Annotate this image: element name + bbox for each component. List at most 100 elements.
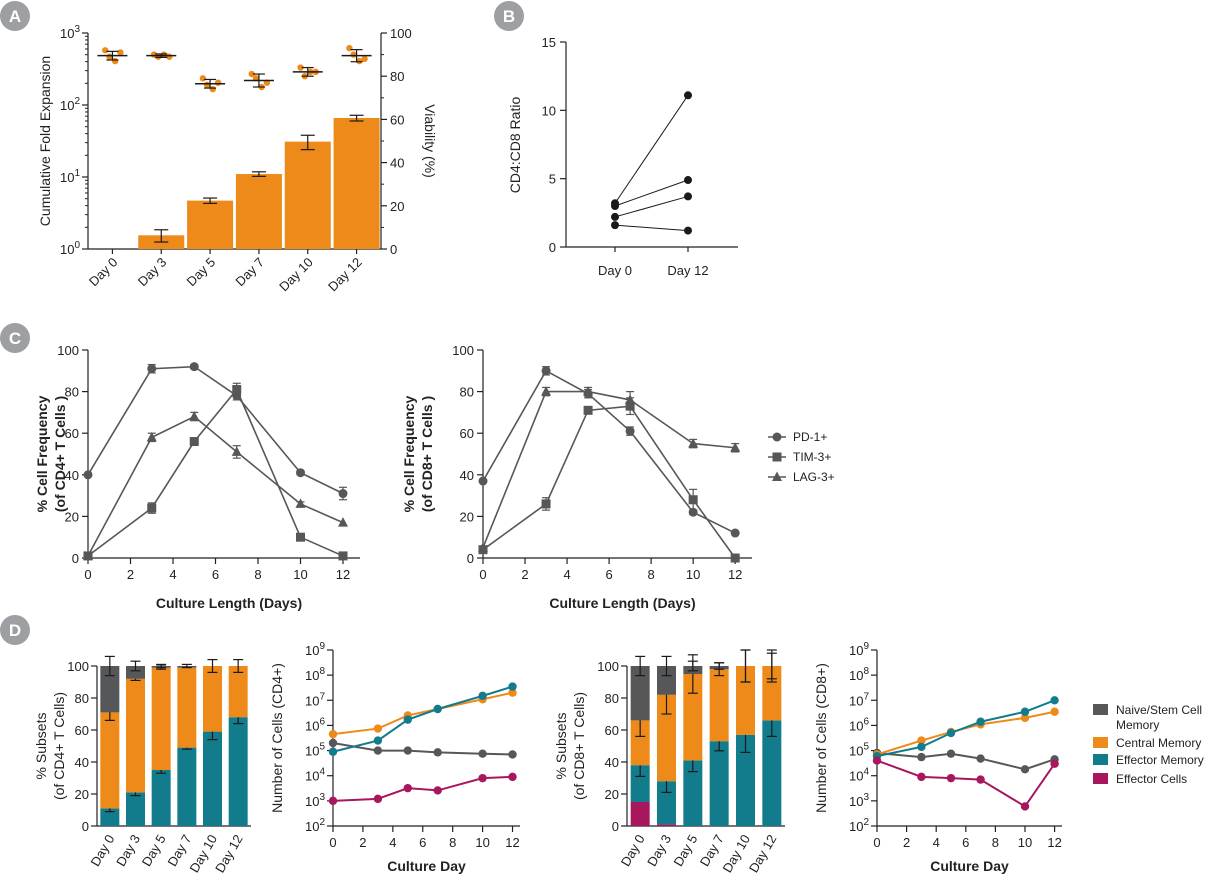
y-tick-label: 60 (65, 426, 79, 441)
series-marker (147, 503, 157, 513)
donor-point (684, 91, 692, 100)
y-axis-title: Cumulative Fold Expansion (37, 56, 53, 226)
tick-exp: 8 (863, 666, 869, 677)
series-marker (688, 495, 698, 505)
y-tick-label: 106 (305, 716, 325, 733)
y-tick-label: 103 (60, 24, 80, 41)
y-tick-label: 20 (75, 787, 89, 802)
tick-base: 10 (849, 819, 863, 834)
series-marker (328, 738, 338, 748)
stack-segment (657, 694, 676, 782)
stack-segment (228, 666, 248, 718)
x-tick-label: 6 (212, 567, 219, 582)
tick-exp: 4 (319, 767, 325, 778)
tick-base: 10 (305, 643, 319, 658)
legend-c: PD-1+ TIM-3+ LAG-3+ (768, 430, 835, 484)
tick-exp: 7 (863, 691, 869, 702)
x-tick-label: Day 12 (325, 255, 365, 295)
x-tick-label: Day 0 (87, 832, 117, 869)
tick-exp: 3 (74, 24, 80, 35)
legend-label: Central Memory (1116, 736, 1201, 750)
stack-segment (177, 667, 197, 748)
tick-base: 10 (60, 242, 74, 257)
x-tick-label: Day 0 (598, 263, 632, 278)
legend-swatch (1093, 737, 1108, 748)
series-marker (478, 773, 487, 783)
y-tick-label: 102 (849, 817, 869, 834)
tick-base: 10 (305, 794, 319, 809)
stack-segment (762, 720, 782, 826)
tick-base: 10 (849, 718, 863, 733)
tick-base: 10 (305, 819, 319, 834)
series-marker (1050, 759, 1059, 768)
series-line (87, 365, 344, 495)
series-marker (976, 754, 985, 763)
series-marker (478, 542, 488, 552)
series-marker (625, 426, 635, 436)
expansion-bar (235, 174, 282, 249)
series-marker (917, 736, 926, 745)
series-marker (296, 532, 305, 542)
tick-exp: 9 (319, 641, 325, 652)
chart-d-cd8-subsets: 0 20 40 60 80 100 % Subsets (of CD8+ T Cells) Da… (553, 649, 785, 875)
x-tick-label: 12 (505, 835, 519, 850)
viability-point (350, 51, 357, 58)
series-marker (1020, 802, 1030, 811)
tick-exp: 6 (863, 716, 869, 727)
y-axis-title: % Cell Frequency (34, 395, 50, 512)
y2-tick-label: 80 (390, 69, 404, 84)
x-tick-label: 2 (127, 567, 134, 582)
y2-axis-title: Viability (%) (422, 104, 438, 178)
series-marker (478, 691, 487, 701)
series-marker (338, 551, 348, 561)
series-marker (541, 386, 552, 396)
series-line (482, 390, 736, 548)
series-marker (1020, 765, 1030, 774)
tick-base: 10 (60, 98, 74, 113)
legend-label: Naive/Stem Cell (1116, 703, 1202, 717)
series-marker (478, 749, 487, 758)
series-marker (508, 682, 517, 691)
tick-base: 10 (849, 744, 863, 759)
viability-point (106, 53, 113, 60)
x-tick-label: Day 7 (232, 255, 267, 290)
panel-badge-d: D (0, 615, 30, 645)
x-tick-label: Day 3 (135, 255, 170, 290)
series-marker (946, 773, 956, 783)
series-line (876, 699, 1055, 758)
tick-exp: 0 (74, 240, 80, 251)
series-marker (730, 442, 741, 452)
series-line (876, 759, 1056, 808)
chart-c-cd4: 0 20 40 60 80 100 0 2 4 6 8 10 12 Culture Length (Day… (34, 343, 360, 611)
viability-point (117, 49, 124, 56)
stack-segment (203, 666, 222, 732)
y-tick-label: 80 (75, 691, 89, 706)
x-tick-label: 12 (336, 567, 350, 582)
y-tick-label: 40 (75, 755, 89, 770)
donor-point (684, 226, 692, 235)
y-axis-title: CD4:CD8 Ratio (507, 97, 523, 194)
tick-base: 10 (849, 643, 863, 658)
legend-swatch (1093, 773, 1108, 784)
viability-point (361, 55, 368, 63)
series-marker (917, 752, 926, 762)
series-marker (730, 528, 740, 538)
y-tick-label: 20 (65, 509, 79, 524)
stack-segment (709, 741, 729, 826)
tick-exp: 2 (319, 817, 325, 828)
stack-segment (126, 666, 145, 679)
y-tick-label: 80 (460, 385, 474, 400)
viability-point (203, 81, 211, 89)
stack-segment (657, 666, 676, 695)
series-marker (1020, 713, 1030, 723)
series-marker (231, 446, 242, 456)
y-tick-label: 108 (305, 666, 325, 683)
series-marker (976, 775, 985, 784)
series-line (87, 387, 344, 557)
legend-swatch (1093, 704, 1108, 715)
y-tick-label: 109 (849, 641, 869, 658)
panel-badge-a: A (0, 1, 30, 31)
stack-segment (126, 792, 145, 826)
